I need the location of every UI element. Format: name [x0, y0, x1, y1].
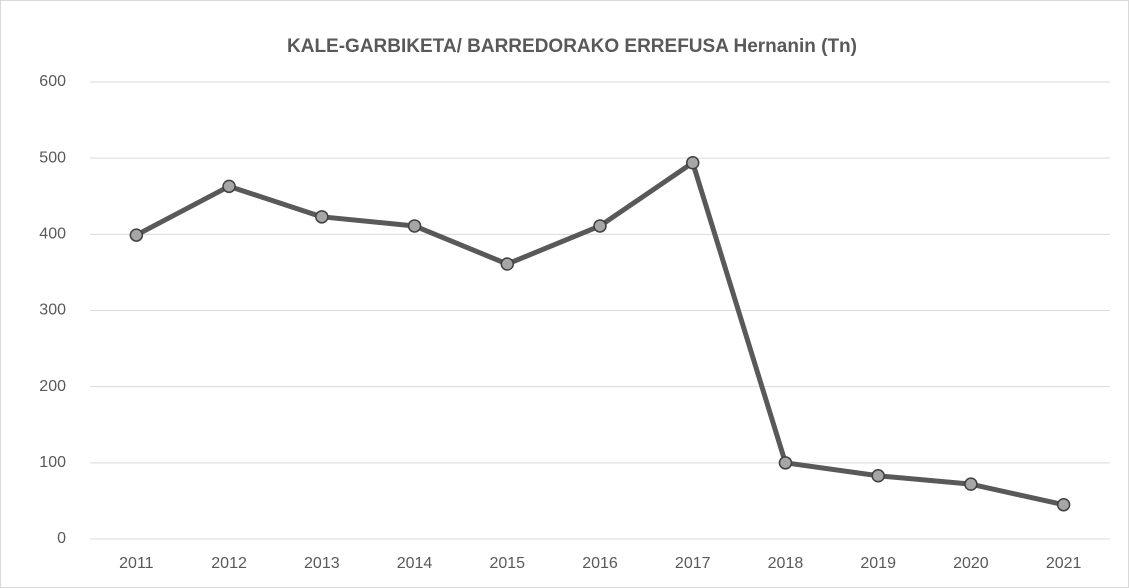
data-point	[871, 469, 885, 483]
data-point	[964, 477, 978, 491]
y-tick-label: 500	[39, 149, 66, 166]
x-tick-label: 2012	[211, 555, 247, 572]
data-point	[315, 210, 329, 224]
x-tick-label: 2017	[675, 555, 711, 572]
y-tick-label: 400	[39, 226, 66, 243]
x-tick-label: 2016	[582, 555, 618, 572]
data-point	[1056, 497, 1071, 512]
x-tick-label: 2021	[1046, 555, 1082, 572]
x-tick-label: 2014	[397, 555, 433, 572]
data-point	[500, 257, 515, 271]
chart-title: KALE-GARBIKETA/ BARREDORAKO ERREFUSA Her…	[287, 36, 857, 57]
y-tick-label: 0	[57, 530, 66, 547]
x-tick-label: 2013	[304, 555, 340, 572]
x-tick-label: 2011	[119, 555, 154, 572]
x-tick-label: 2020	[953, 555, 989, 572]
x-tick-label: 2019	[860, 555, 896, 572]
data-point	[778, 456, 793, 470]
data-point	[593, 219, 607, 233]
y-tick-label: 100	[39, 454, 66, 471]
data-point	[222, 179, 236, 194]
x-tick-label: 2018	[768, 555, 804, 572]
y-tick-label: 300	[39, 302, 66, 319]
data-point	[407, 219, 422, 233]
data-point	[129, 228, 144, 242]
data-point	[685, 155, 700, 170]
y-tick-label: 600	[39, 73, 66, 90]
x-tick-label: 2015	[489, 555, 525, 572]
y-tick-label: 200	[39, 378, 66, 395]
